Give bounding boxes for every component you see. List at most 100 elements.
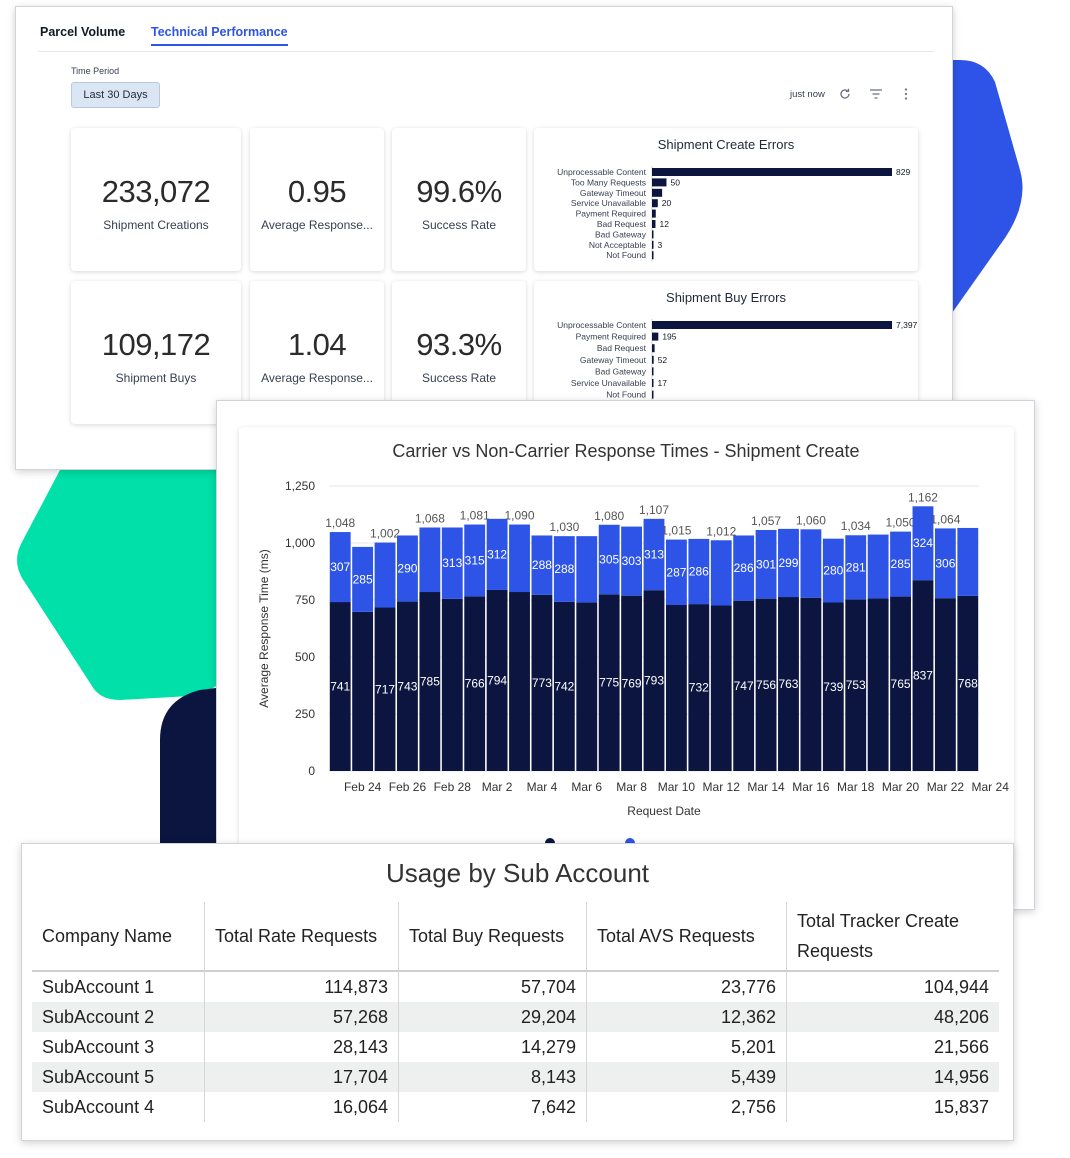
- tab-technical-performance[interactable]: Technical Performance: [151, 25, 288, 46]
- table-row[interactable]: SubAccount 2 57,268 29,204 12,362 48,206: [32, 1002, 999, 1032]
- carrier-bar[interactable]: [486, 589, 508, 771]
- carrier-bar[interactable]: [934, 598, 956, 771]
- carrier-bar[interactable]: [867, 598, 889, 771]
- non-carrier-bar[interactable]: [755, 530, 777, 599]
- carrier-bar[interactable]: [890, 596, 911, 771]
- carrier-bar[interactable]: [374, 607, 396, 771]
- more-vertical-icon[interactable]: [899, 87, 913, 101]
- column-header-company[interactable]: Company Name: [32, 902, 205, 972]
- non-carrier-bar[interactable]: [778, 528, 799, 598]
- non-carrier-bar[interactable]: [486, 518, 508, 590]
- carrier-bar[interactable]: [509, 592, 530, 771]
- error-bar[interactable]: [652, 367, 654, 376]
- non-carrier-bar[interactable]: [352, 546, 374, 612]
- column-header-avs[interactable]: Total AVS Requests: [586, 902, 787, 972]
- table-row[interactable]: SubAccount 4 16,064 7,642 2,756 15,837: [32, 1092, 999, 1122]
- non-carrier-bar[interactable]: [509, 524, 530, 593]
- carrier-bar[interactable]: [710, 605, 732, 771]
- carrier-bar[interactable]: [576, 602, 598, 771]
- non-carrier-value-label: 285: [891, 557, 911, 571]
- carrier-bar[interactable]: [329, 602, 351, 771]
- error-bar[interactable]: [652, 344, 655, 353]
- error-bar[interactable]: [652, 209, 656, 218]
- non-carrier-bar[interactable]: [934, 528, 956, 599]
- carrier-bar[interactable]: [665, 605, 687, 771]
- carrier-bar[interactable]: [822, 602, 844, 771]
- error-bar[interactable]: [652, 178, 667, 187]
- carrier-bar[interactable]: [912, 580, 934, 771]
- non-carrier-bar[interactable]: [621, 526, 643, 596]
- error-bar[interactable]: [652, 379, 654, 387]
- carrier-bar[interactable]: [441, 598, 463, 771]
- non-carrier-bar[interactable]: [733, 535, 755, 601]
- non-carrier-bar[interactable]: [531, 535, 553, 595]
- error-bar[interactable]: [652, 251, 654, 260]
- carrier-bar[interactable]: [464, 596, 486, 771]
- non-carrier-bar[interactable]: [419, 527, 441, 593]
- carrier-bar[interactable]: [419, 592, 441, 771]
- non-carrier-bar[interactable]: [598, 524, 620, 595]
- non-carrier-bar[interactable]: [688, 538, 710, 605]
- carrier-bar[interactable]: [733, 600, 755, 771]
- non-carrier-value-label: 313: [442, 556, 462, 570]
- error-bar[interactable]: [652, 168, 892, 176]
- table-row[interactable]: SubAccount 5 17,704 8,143 5,439 14,956: [32, 1062, 999, 1092]
- non-carrier-bar[interactable]: [912, 506, 934, 581]
- carrier-bar[interactable]: [553, 601, 575, 771]
- non-carrier-bar[interactable]: [710, 540, 732, 606]
- carrier-bar[interactable]: [845, 599, 867, 771]
- carrier-bar[interactable]: [598, 594, 620, 771]
- error-bar[interactable]: [652, 390, 654, 399]
- error-bar[interactable]: [652, 230, 654, 239]
- refresh-icon[interactable]: [838, 87, 852, 101]
- error-bar[interactable]: [652, 199, 658, 208]
- non-carrier-bar[interactable]: [643, 518, 665, 591]
- table-row[interactable]: SubAccount 3 28,143 14,279 5,201 21,566: [32, 1032, 999, 1062]
- error-bar[interactable]: [652, 332, 659, 341]
- non-carrier-bar[interactable]: [867, 534, 889, 599]
- error-bar[interactable]: [652, 240, 654, 249]
- column-header-buy[interactable]: Total Buy Requests: [398, 902, 587, 972]
- tab-parcel-volume[interactable]: Parcel Volume: [40, 25, 126, 39]
- kpi-value: 233,072: [101, 174, 211, 209]
- kpi-card-shipment-buys[interactable]: 109,172 Shipment Buys: [71, 281, 241, 424]
- filter-icon[interactable]: [869, 87, 883, 101]
- carrier-bar[interactable]: [800, 597, 822, 771]
- kpi-card-success-rate-create[interactable]: 99.6% Success Rate: [392, 128, 526, 271]
- non-carrier-bar[interactable]: [845, 535, 867, 600]
- non-carrier-bar[interactable]: [822, 538, 844, 603]
- kpi-card-shipment-creations[interactable]: 233,072 Shipment Creations: [71, 128, 241, 271]
- carrier-bar[interactable]: [688, 604, 710, 771]
- error-bar[interactable]: [652, 355, 654, 364]
- carrier-bar[interactable]: [755, 598, 777, 771]
- error-bar[interactable]: [652, 188, 663, 197]
- non-carrier-bar[interactable]: [957, 527, 979, 596]
- non-carrier-value-label: 286: [734, 561, 754, 575]
- carrier-bar[interactable]: [957, 595, 979, 771]
- kpi-card-average-response-create[interactable]: 0.95 Average Response...: [250, 128, 384, 271]
- non-carrier-bar[interactable]: [890, 531, 911, 597]
- non-carrier-bar[interactable]: [576, 536, 598, 603]
- table-row[interactable]: SubAccount 1 114,873 57,704 23,776 104,9…: [32, 971, 999, 1002]
- non-carrier-bar[interactable]: [329, 532, 351, 603]
- non-carrier-bar[interactable]: [397, 535, 418, 602]
- carrier-bar[interactable]: [778, 597, 799, 771]
- non-carrier-bar[interactable]: [800, 529, 822, 598]
- error-bar[interactable]: [652, 321, 892, 329]
- column-header-tracker[interactable]: Total Tracker Create Requests: [786, 902, 999, 972]
- non-carrier-bar[interactable]: [441, 527, 463, 599]
- non-carrier-bar[interactable]: [374, 542, 396, 608]
- total-value-label: 1,030: [549, 520, 579, 534]
- error-bar[interactable]: [652, 220, 656, 228]
- carrier-bar[interactable]: [531, 594, 553, 771]
- carrier-bar[interactable]: [621, 595, 643, 771]
- column-header-rate[interactable]: Total Rate Requests: [204, 902, 399, 972]
- non-carrier-bar[interactable]: [464, 524, 486, 597]
- non-carrier-bar[interactable]: [553, 536, 575, 602]
- chart-title: Shipment Buy Errors: [666, 290, 786, 305]
- carrier-bar[interactable]: [352, 611, 374, 771]
- time-period-select[interactable]: Last 30 Days: [71, 82, 160, 108]
- carrier-bar[interactable]: [643, 590, 665, 771]
- non-carrier-bar[interactable]: [665, 539, 687, 606]
- carrier-bar[interactable]: [397, 601, 418, 771]
